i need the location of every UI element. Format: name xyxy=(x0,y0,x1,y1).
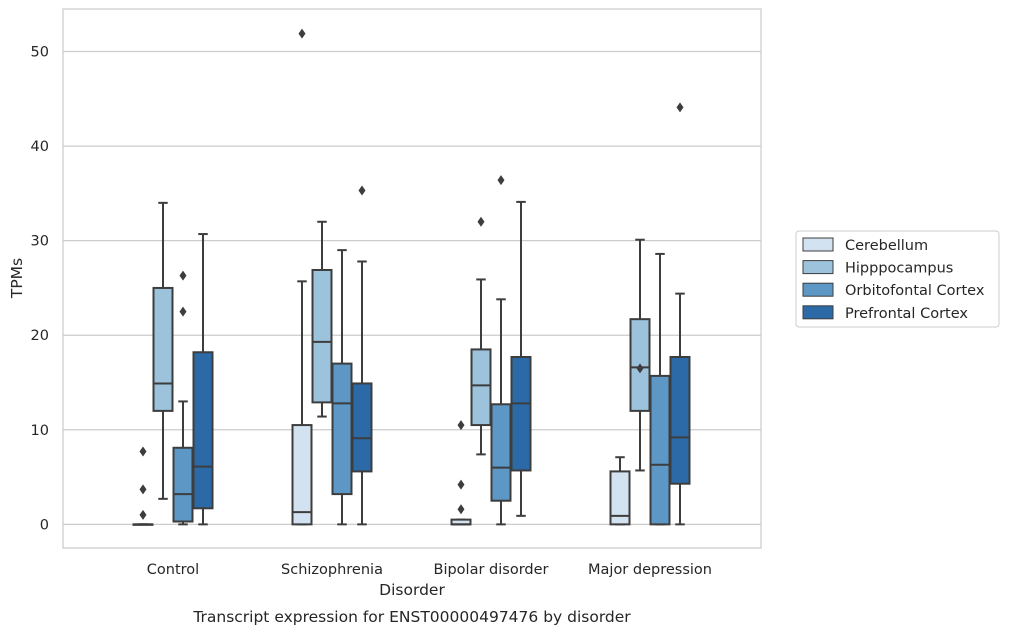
box xyxy=(510,355,532,472)
x-tick-label: Bipolar disorder xyxy=(434,562,549,578)
x-tick-labels: Control Schizophrenia Bipolar disorder Majo… xyxy=(147,562,712,578)
outlier-point xyxy=(457,420,465,431)
y-tick-label: 20 xyxy=(31,328,49,344)
box-group xyxy=(152,201,174,500)
legend-label: Hipppocampus xyxy=(845,261,953,277)
legend-swatch xyxy=(802,282,834,297)
legend-swatch xyxy=(802,237,834,252)
box-group xyxy=(192,233,214,526)
outlier-point xyxy=(139,446,147,457)
box-group xyxy=(470,216,492,456)
box-group xyxy=(609,456,631,526)
box xyxy=(152,286,174,412)
legend-frame xyxy=(795,230,1000,328)
box-group xyxy=(510,200,532,517)
legend: Cerebellum Hipppocampus Orbitofontal Corte… xyxy=(795,230,1000,328)
box-group xyxy=(291,28,313,526)
outlier-point xyxy=(497,175,505,186)
box xyxy=(609,470,631,526)
box xyxy=(669,355,691,485)
box xyxy=(311,268,333,404)
box xyxy=(192,351,214,510)
box xyxy=(351,382,373,473)
box xyxy=(331,362,353,496)
box-group xyxy=(311,220,333,418)
y-tick-label: 10 xyxy=(31,423,49,439)
box-groups xyxy=(132,28,691,526)
outlier-point xyxy=(358,185,366,196)
y-tick-label: 30 xyxy=(31,234,49,250)
outlier-point xyxy=(636,363,644,374)
outlier-point xyxy=(179,306,187,317)
x-tick-label: Control xyxy=(147,562,199,578)
box-group xyxy=(450,420,472,526)
box xyxy=(649,374,671,526)
legend-label: Orbitofontal Cortex xyxy=(845,283,985,299)
box xyxy=(291,424,313,526)
legend-swatch xyxy=(802,260,834,275)
chart-caption: Transcript expression for ENST0000049747… xyxy=(192,608,631,626)
y-tick-labels: 0 10 20 30 40 50 xyxy=(31,45,49,534)
y-axis-label: TPMs xyxy=(8,258,26,299)
box-group xyxy=(490,175,512,526)
outlier-point xyxy=(139,509,147,520)
box-group xyxy=(132,446,154,526)
legend-label: Cerebellum xyxy=(845,238,928,254)
x-axis-label: Disorder xyxy=(379,581,445,599)
outlier-point xyxy=(477,216,485,227)
outlier-point xyxy=(139,484,147,495)
box xyxy=(490,403,512,502)
legend-swatch xyxy=(802,305,834,320)
y-tick-label: 50 xyxy=(31,45,49,61)
box xyxy=(470,348,492,427)
y-tick-label: 40 xyxy=(31,139,49,155)
box-group xyxy=(669,102,691,526)
outlier-point xyxy=(676,102,684,113)
plot-frame xyxy=(62,8,762,549)
box xyxy=(172,446,194,523)
box-group xyxy=(172,270,194,526)
outlier-point xyxy=(179,270,187,281)
outlier-point xyxy=(298,28,306,39)
outlier-point xyxy=(457,479,465,490)
x-tick-label: Schizophrenia xyxy=(281,562,383,578)
x-tick-label: Major depression xyxy=(588,562,712,578)
y-tick-label: 0 xyxy=(40,517,49,533)
box-group xyxy=(351,185,373,526)
legend-label: Prefrontal Cortex xyxy=(845,306,968,322)
outlier-point xyxy=(457,504,465,515)
box-group xyxy=(629,238,651,472)
